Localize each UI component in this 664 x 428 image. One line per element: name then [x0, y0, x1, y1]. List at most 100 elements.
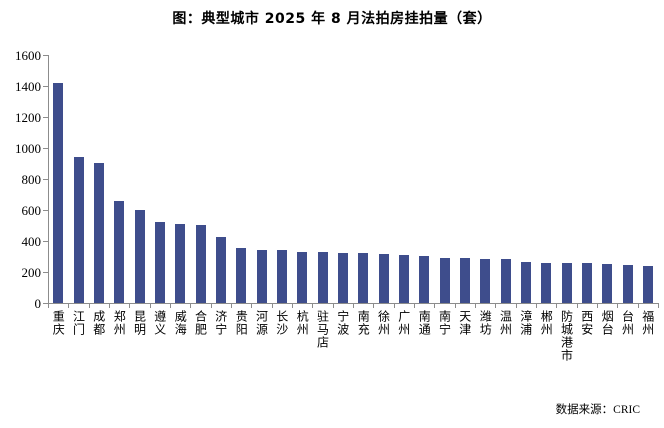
x-axis-tick: [373, 304, 375, 308]
x-axis-tick: [312, 304, 314, 308]
bar-杭州: [297, 252, 308, 303]
y-axis-tick-label: 1600: [15, 47, 41, 63]
x-axis-tick: [597, 304, 598, 308]
x-axis-tick: [251, 304, 253, 308]
y-axis-tick-label: 1200: [15, 109, 41, 125]
x-axis-label-河源: 河源: [254, 310, 269, 336]
x-axis-label-南充: 南充: [356, 310, 371, 336]
x-axis-label-昆明: 昆明: [132, 310, 147, 336]
x-axis-tick: [475, 304, 476, 308]
y-axis-tick-label: 400: [21, 233, 42, 249]
bar-南通: [419, 256, 430, 303]
x-axis-tick: [536, 304, 537, 308]
x-axis-tick: [353, 304, 354, 308]
x-axis-label-台州: 台州: [620, 310, 635, 336]
x-axis-label-威海: 威海: [173, 310, 188, 336]
x-axis-tick: [68, 304, 70, 308]
bar-天津: [459, 258, 470, 303]
bar-成都: [93, 163, 104, 303]
x-axis-label-遵义: 遵义: [152, 310, 167, 336]
x-axis-tick: [210, 304, 212, 308]
x-axis-tick: [170, 304, 171, 308]
x-axis-label-成都: 成都: [91, 310, 106, 336]
chart-title: 图：典型城市 2025 年 8 月法拍房挂拍量（套）: [172, 11, 492, 27]
y-axis-tick: [43, 148, 48, 149]
x-axis-tick: [414, 304, 415, 308]
bar-台州: [622, 265, 633, 303]
y-axis-tick-label: 0: [34, 295, 42, 311]
bar-烟台: [602, 264, 613, 303]
x-axis-tick: [637, 304, 639, 308]
x-axis-tick: [332, 304, 334, 308]
y-axis-tick: [43, 272, 48, 273]
x-axis-tick: [88, 304, 90, 308]
bar-贵阳: [236, 248, 247, 303]
bar-昆明: [134, 210, 145, 303]
bar-郴州: [541, 263, 552, 303]
y-axis-tick-label: 1000: [15, 140, 41, 156]
x-axis-label-郑州: 郑州: [112, 310, 127, 336]
x-axis-label-温州: 温州: [498, 310, 513, 336]
x-axis-label-江门: 江门: [71, 310, 86, 336]
y-axis-line: [48, 55, 49, 303]
bar-重庆: [53, 83, 64, 303]
x-axis-tick: [556, 304, 558, 308]
bar-长沙: [276, 250, 287, 303]
x-axis-label-宁波: 宁波: [335, 310, 350, 336]
bar-漳浦: [520, 262, 531, 303]
x-axis-tick: [149, 304, 151, 308]
bar-江门: [73, 157, 84, 303]
x-axis-tick: [393, 304, 395, 308]
data-source-note: 数据来源：CRIC: [555, 404, 640, 416]
y-axis-tick: [43, 55, 48, 56]
x-axis-tick: [617, 304, 619, 308]
x-axis-label-烟台: 烟台: [600, 310, 615, 336]
x-axis-label-福州: 福州: [640, 310, 655, 336]
bar-徐州: [378, 254, 389, 303]
bar-温州: [500, 259, 511, 303]
y-axis-tick: [43, 117, 48, 118]
x-axis-label-防城港市: 防城港市: [559, 310, 574, 362]
x-axis-label-长沙: 长沙: [274, 310, 289, 336]
bar-广州: [398, 255, 409, 303]
bar-福州: [642, 266, 653, 303]
y-axis-tick: [43, 303, 48, 304]
x-axis-label-漳浦: 漳浦: [518, 310, 533, 336]
x-axis-label-济宁: 济宁: [213, 310, 228, 336]
x-axis-label-潍坊: 潍坊: [478, 310, 493, 336]
x-axis-tick: [190, 304, 192, 308]
x-axis-tick: [48, 304, 49, 308]
x-axis-tick: [658, 304, 659, 308]
y-axis-tick: [43, 179, 48, 180]
x-axis-tick: [576, 304, 578, 308]
x-axis-label-南宁: 南宁: [437, 310, 452, 336]
x-axis-line: [48, 303, 659, 304]
bar-郑州: [114, 201, 125, 303]
bar-驻马店: [317, 252, 328, 303]
x-axis-label-贵阳: 贵阳: [234, 310, 249, 336]
x-axis-label-重庆: 重庆: [51, 310, 66, 336]
y-axis-tick-label: 600: [21, 202, 42, 218]
x-axis-tick: [434, 304, 436, 308]
x-axis-tick: [231, 304, 232, 308]
x-axis-tick: [271, 304, 273, 308]
x-axis-label-驻马店: 驻马店: [315, 310, 330, 349]
bar-南充: [358, 253, 369, 303]
y-axis-tick: [43, 210, 48, 211]
bar-遵义: [154, 222, 165, 303]
bar-防城港市: [561, 263, 572, 303]
x-axis-tick: [129, 304, 131, 308]
bar-威海: [175, 224, 186, 303]
bar-合肥: [195, 225, 206, 303]
x-axis-label-南通: 南通: [417, 310, 432, 336]
x-axis-label-徐州: 徐州: [376, 310, 391, 336]
bar-西安: [581, 263, 592, 303]
x-axis-tick: [292, 304, 293, 308]
x-axis-tick: [515, 304, 517, 308]
y-axis-tick-label: 1400: [15, 78, 41, 94]
x-axis-tick: [109, 304, 110, 308]
y-axis-tick-label: 800: [21, 171, 42, 187]
y-axis-tick: [43, 241, 48, 242]
x-axis-label-天津: 天津: [457, 310, 472, 336]
